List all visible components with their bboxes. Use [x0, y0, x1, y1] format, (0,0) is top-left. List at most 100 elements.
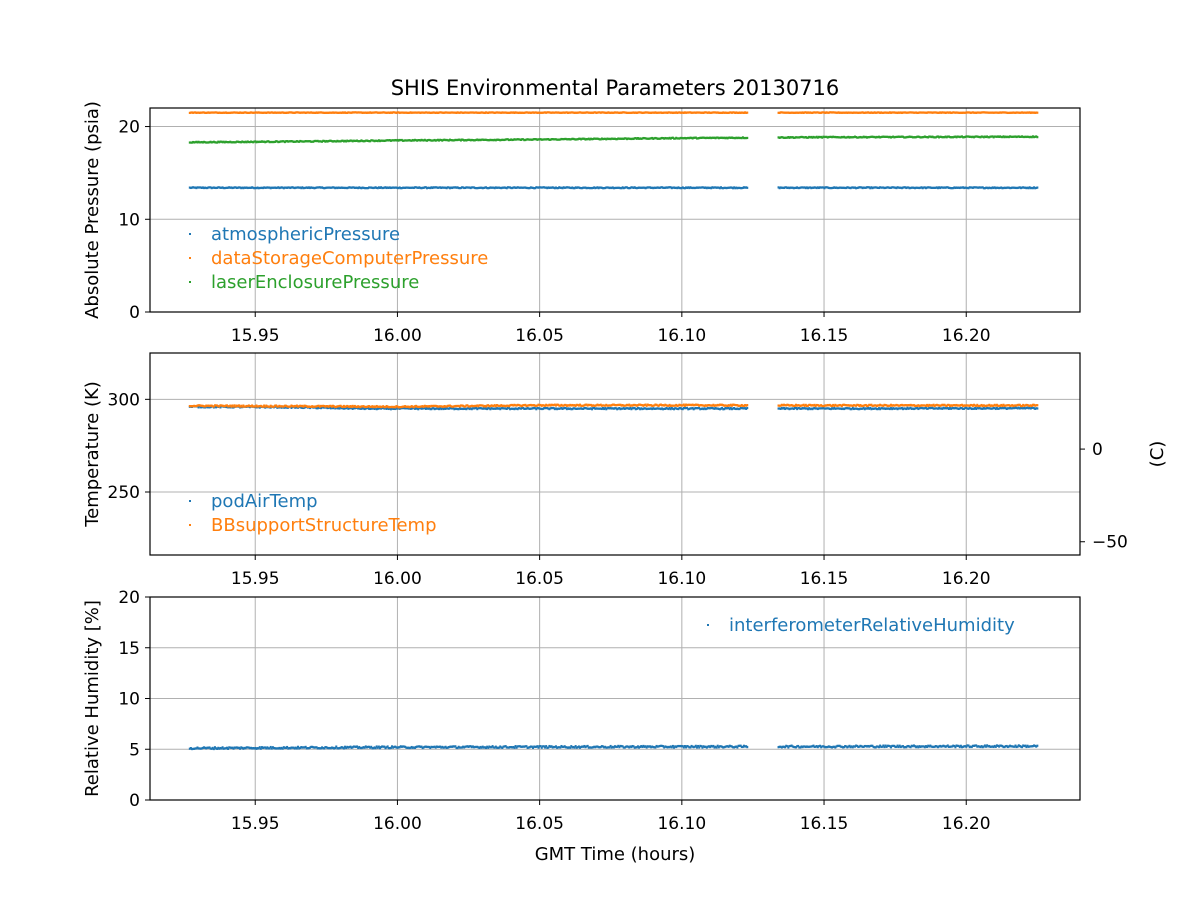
- data-point: [264, 746, 267, 749]
- data-point: [382, 111, 385, 114]
- data-point: [717, 407, 720, 411]
- data-point: [627, 407, 630, 410]
- data-point: [489, 746, 492, 749]
- data-point: [896, 744, 899, 747]
- data-point: [566, 186, 569, 189]
- data-point: [706, 186, 709, 189]
- data-point: [608, 137, 611, 140]
- data-point: [250, 111, 253, 114]
- data-point: [415, 186, 418, 189]
- legend-marker: [189, 524, 191, 526]
- data-point: [545, 111, 548, 114]
- data-point: [635, 137, 638, 140]
- data-point: [654, 407, 657, 410]
- data-point: [279, 405, 282, 408]
- data-point: [282, 405, 285, 408]
- data-point: [353, 404, 356, 408]
- data-point: [782, 136, 785, 139]
- data-point: [667, 404, 670, 407]
- data-point: [724, 137, 727, 140]
- data-point: [471, 186, 474, 189]
- data-point: [304, 140, 307, 143]
- data-point: [224, 747, 227, 750]
- data-point: [831, 407, 834, 410]
- data-point: [208, 746, 211, 749]
- data-point: [809, 407, 812, 411]
- data-point: [1022, 135, 1025, 139]
- data-point: [323, 187, 326, 190]
- data-point: [259, 186, 262, 190]
- data-point: [814, 136, 817, 139]
- data-point: [875, 745, 878, 748]
- data-point: [351, 407, 354, 410]
- data-point: [698, 746, 701, 749]
- data-point: [980, 111, 983, 114]
- data-point: [899, 186, 902, 189]
- data-point: [271, 186, 274, 189]
- data-point: [629, 186, 632, 190]
- data-point: [993, 135, 996, 138]
- data-point: [1031, 403, 1034, 406]
- data-point: [882, 744, 885, 747]
- data-point: [197, 111, 200, 114]
- data-point: [676, 137, 679, 140]
- data-point: [995, 403, 998, 406]
- x-tick-label: 16.00: [373, 326, 422, 346]
- data-point: [192, 405, 195, 408]
- data-point: [944, 745, 947, 748]
- data-point: [340, 405, 343, 408]
- data-point: [1036, 111, 1039, 114]
- data-point: [785, 404, 788, 407]
- data-point: [441, 745, 444, 748]
- data-point: [895, 407, 898, 410]
- data-point: [570, 408, 573, 411]
- data-point: [511, 746, 514, 749]
- data-point: [732, 746, 735, 749]
- data-point: [466, 138, 469, 142]
- data-point: [427, 407, 430, 410]
- data-point: [813, 136, 816, 139]
- data-point: [952, 136, 955, 139]
- data-point: [940, 407, 943, 410]
- data-point: [858, 745, 861, 748]
- data-point: [881, 135, 884, 138]
- data-point: [970, 111, 973, 114]
- data-point: [396, 746, 399, 749]
- data-point: [841, 111, 844, 114]
- data-point: [558, 111, 561, 114]
- data-point: [852, 745, 855, 748]
- data-point: [963, 136, 966, 139]
- data-point: [627, 404, 630, 407]
- data-point: [837, 136, 840, 139]
- data-point: [432, 186, 435, 189]
- data-point: [971, 186, 974, 189]
- data-point: [408, 186, 411, 189]
- data-point: [468, 405, 471, 408]
- data-point: [814, 404, 817, 408]
- data-point: [248, 186, 251, 189]
- data-point: [509, 404, 512, 407]
- data-point: [841, 186, 844, 189]
- data-point: [441, 186, 444, 189]
- data-point: [433, 407, 436, 411]
- data-point: [239, 186, 242, 189]
- data-point: [709, 745, 712, 749]
- data-point: [808, 407, 811, 410]
- data-point: [350, 186, 353, 189]
- data-point: [209, 186, 212, 189]
- data-point: [247, 186, 250, 189]
- data-point: [1027, 111, 1030, 114]
- data-point: [998, 745, 1001, 748]
- data-point: [626, 186, 629, 189]
- data-point: [407, 186, 410, 189]
- data-point: [373, 186, 376, 189]
- data-point: [268, 747, 271, 750]
- data-point: [306, 140, 309, 143]
- data-point: [333, 405, 336, 408]
- data-point: [1002, 111, 1005, 114]
- data-point: [647, 137, 650, 140]
- data-point: [339, 111, 342, 114]
- data-point: [847, 407, 850, 410]
- data-point: [341, 139, 344, 142]
- data-point: [998, 404, 1001, 407]
